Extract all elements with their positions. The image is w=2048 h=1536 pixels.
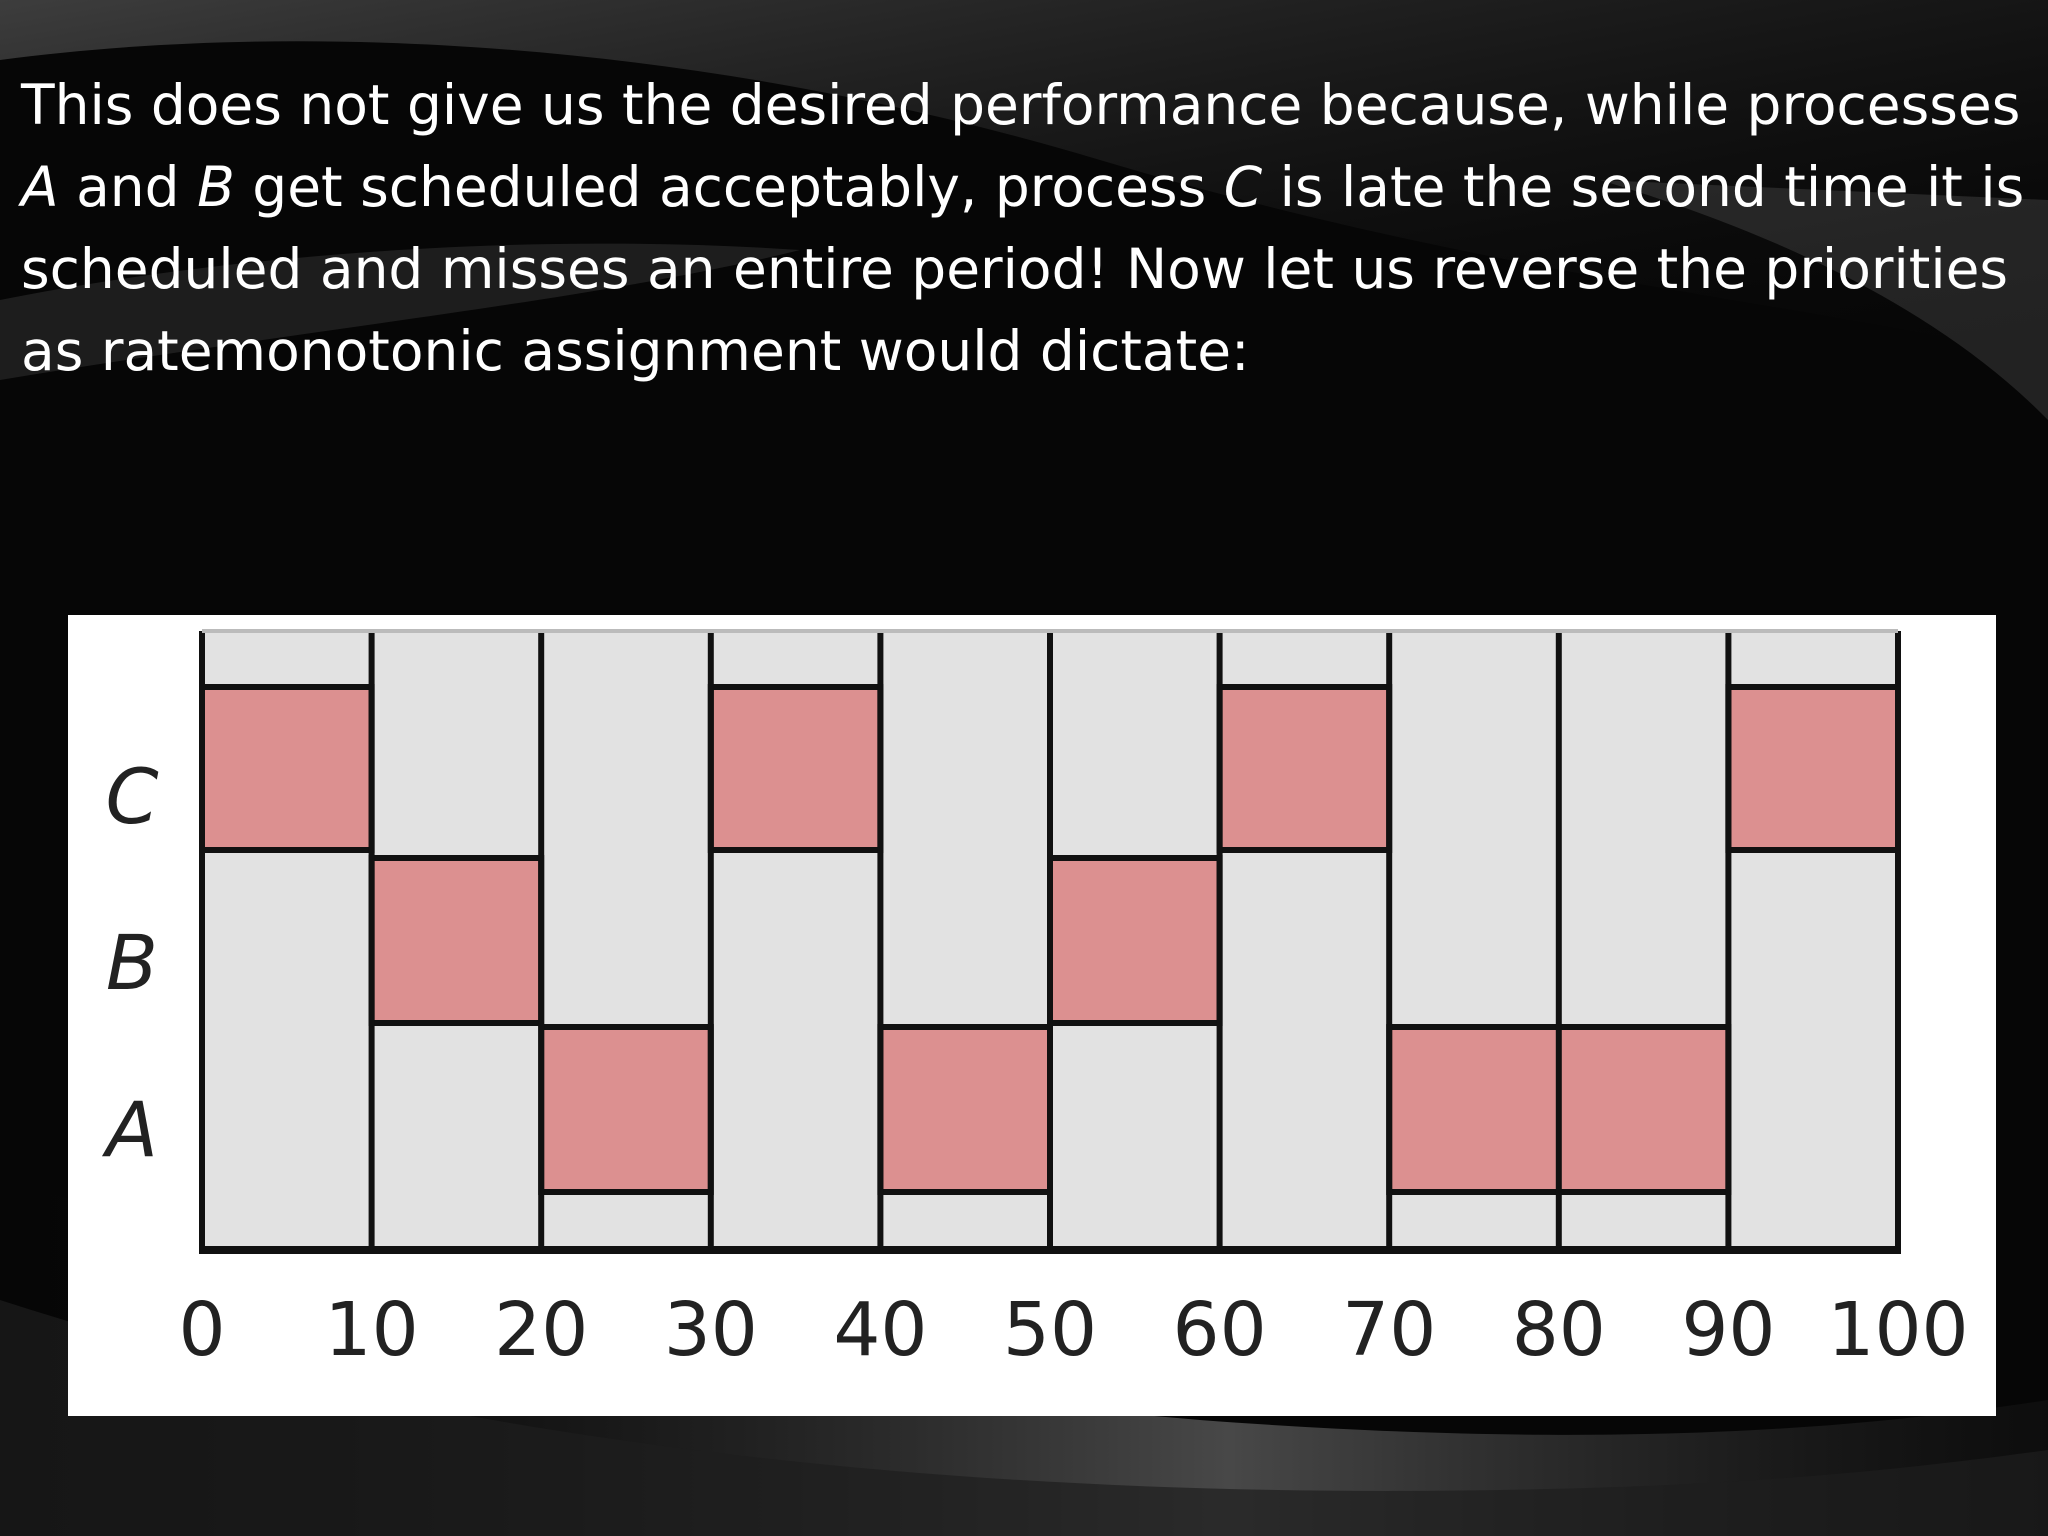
tick-label-60: 60 xyxy=(1173,1287,1267,1373)
tick-label-10: 10 xyxy=(325,1287,419,1373)
caption-line-3: scheduled and misses an entire period! N… xyxy=(21,237,2009,301)
tick-label-100: 100 xyxy=(1827,1287,1968,1373)
scheduling-diagram: C B A 0 10 20 30 40 50 60 70 80 90 100 xyxy=(68,615,1996,1416)
slide-caption: This does not give us the desired perfor… xyxy=(21,64,2025,392)
execution-block-c-90 xyxy=(1725,684,1902,853)
execution-block-a-40 xyxy=(877,1024,1054,1195)
execution-block-b-50 xyxy=(1047,855,1223,1026)
tick-label-70: 70 xyxy=(1342,1287,1436,1373)
process-c-ref: C xyxy=(1223,155,1263,219)
execution-block-a-20 xyxy=(538,1024,714,1195)
tick-label-30: 30 xyxy=(664,1287,758,1373)
tick-label-50: 50 xyxy=(1003,1287,1097,1373)
execution-block-c-0 xyxy=(199,684,375,853)
tick-label-90: 90 xyxy=(1681,1287,1775,1373)
caption-line-2: A and B get scheduled acceptably, proces… xyxy=(21,155,2025,219)
caption-line-1: This does not give us the desired perfor… xyxy=(21,73,2021,137)
tick-label-40: 40 xyxy=(833,1287,927,1373)
row-label-c: C xyxy=(105,752,158,841)
tick-label-20: 20 xyxy=(494,1287,588,1373)
process-b-ref: B xyxy=(197,155,235,219)
caption-line-4: as ratemonotonic assignment would dictat… xyxy=(21,319,1250,383)
execution-block-c-60 xyxy=(1216,684,1393,853)
row-label-a: A xyxy=(101,1085,158,1174)
execution-block-b-10 xyxy=(368,855,545,1026)
gantt-chart: CBA 0 10 20 30 40 50 60 70 80 90 100 xyxy=(101,629,1969,1373)
tick-label-0: 0 xyxy=(178,1287,225,1373)
row-label-b: B xyxy=(106,918,158,1007)
process-a-ref: A xyxy=(21,155,59,219)
tick-label-80: 80 xyxy=(1512,1287,1606,1373)
execution-block-c-30 xyxy=(707,684,884,853)
